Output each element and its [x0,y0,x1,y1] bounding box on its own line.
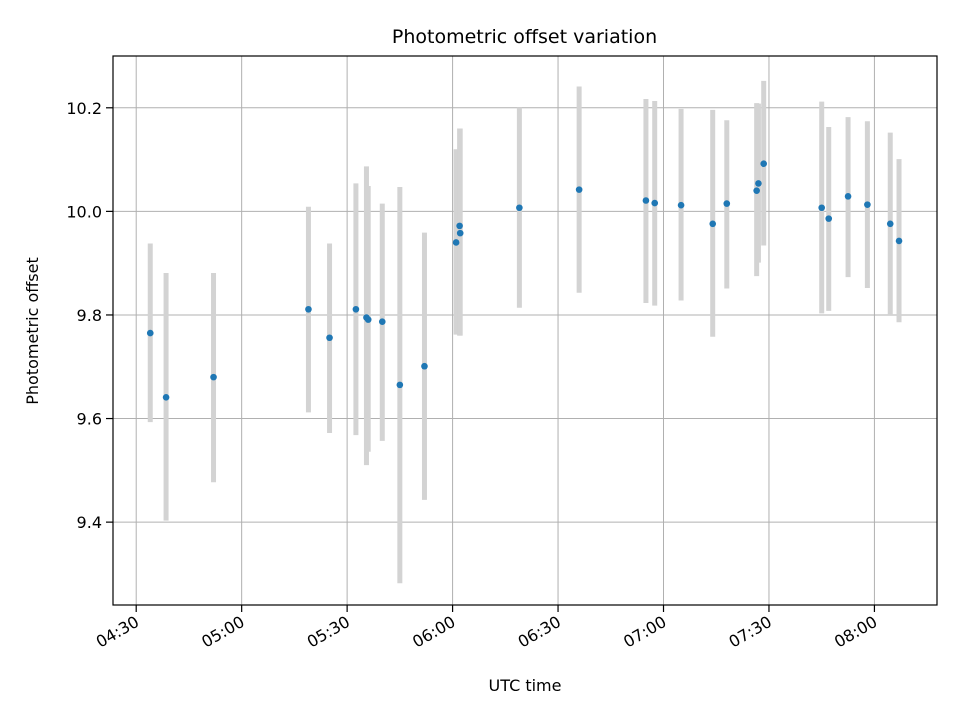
data-point [575,186,583,193]
data-points [146,160,903,401]
data-point [818,204,825,212]
data-point [895,237,903,245]
data-point [210,373,217,381]
y-tick-label: 10.0 [66,202,102,221]
data-point [651,199,659,207]
data-point [760,160,767,168]
data-point [456,222,463,230]
x-axis-title: UTC time [489,676,562,695]
grid [113,56,937,605]
y-tick-label: 9.6 [77,410,102,429]
data-point [753,187,760,194]
data-point [844,193,852,200]
data-point [396,381,404,389]
chart-title: Photometric offset variation [392,26,657,48]
data-point [352,305,360,313]
data-point [378,318,386,325]
data-point [825,215,833,222]
y-tick-label: 10.2 [66,99,102,118]
data-point [642,197,650,204]
data-point [886,220,894,228]
data-point [326,334,333,342]
y-tick-label: 9.8 [77,306,102,325]
data-point [146,329,154,337]
data-point [162,394,170,401]
data-point [421,362,428,370]
y-axis: 9.4 9.6 9.8 10.0 10.2 [66,99,113,532]
data-point [516,204,523,212]
data-point [755,180,762,187]
y-axis-title: Photometric offset [23,257,42,405]
data-point [723,200,731,207]
data-point [709,220,717,228]
data-point [677,201,685,209]
data-point [305,305,312,313]
data-point [456,229,464,237]
data-point [864,201,871,208]
y-tick-label: 9.4 [77,513,102,532]
plot-frame [112,55,938,606]
data-point [452,239,460,246]
data-point [364,316,372,323]
